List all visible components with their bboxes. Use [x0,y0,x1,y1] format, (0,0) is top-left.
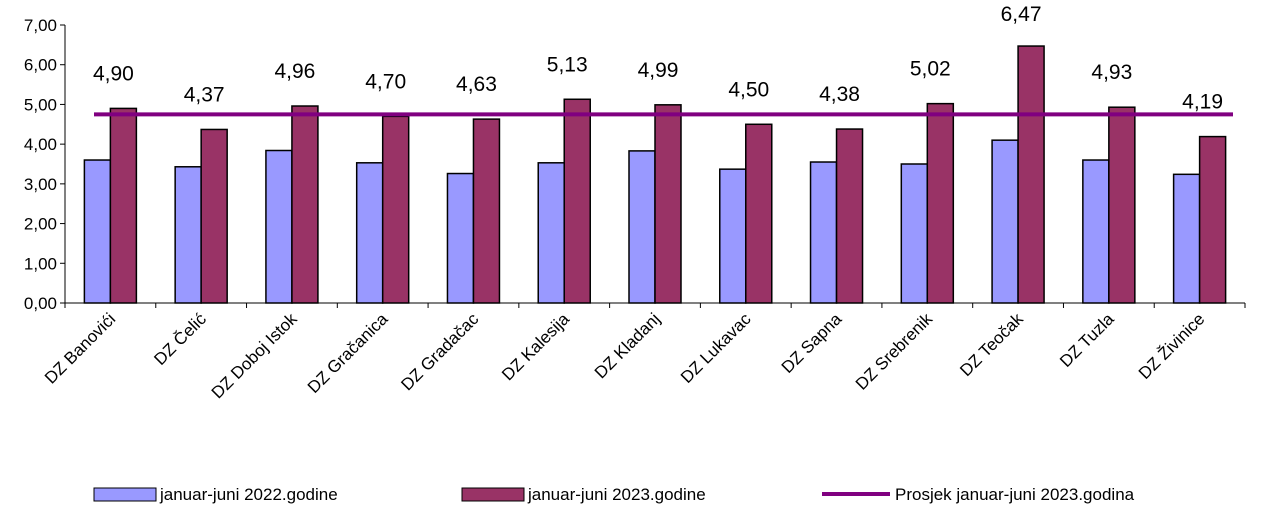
bar-2023 [109,107,138,304]
data-label: 4,19 [1182,91,1223,114]
chart-legend: januar-juni 2022.godine januar-juni 2023… [93,485,1135,504]
bar-2023 [1108,106,1136,304]
data-label: 4,96 [274,60,315,83]
x-tick-label: DZ Srebrenik [852,309,937,394]
bar-2022 [809,161,838,304]
bar-2022 [1172,173,1201,304]
data-labels: 4,90 4,37 4,96 4,70 4,63 5,13 4,99 4,50 4,38 5,02… [93,3,1223,114]
data-label: 4,50 [728,78,769,101]
data-label: 6,47 [1001,3,1042,26]
bar-2023 [835,128,864,304]
data-label: 4,70 [365,70,406,93]
data-label: 4,37 [184,83,225,106]
chart-axes: 0,00 1,00 2,00 3,00 4,00 5,00 6,00 7,00 [24,16,1246,313]
y-tick-label: 0,00 [24,294,57,313]
bar-2023 [200,128,228,304]
bar-2022 [446,172,475,304]
data-label: 4,99 [638,59,679,82]
bar-2022 [265,149,293,304]
bar-2022 [174,166,202,304]
bar-2022 [719,168,747,304]
bar-2022 [900,163,929,304]
x-tick-label: DZ Tuzla [1056,309,1118,371]
legend-swatch-2022 [93,487,157,502]
data-label: 4,93 [1091,61,1132,84]
legend-label-2023: januar-juni 2023.godine [527,485,706,504]
bar-2023 [926,102,955,304]
y-tick-label: 5,00 [24,95,57,114]
bar-2022 [355,162,384,304]
bar-2022 [537,162,565,304]
y-tick-label: 6,00 [24,56,57,75]
legend-swatch-2023 [461,487,525,502]
y-tick-label: 3,00 [24,175,57,194]
legend-label-2022: januar-juni 2022.godine [159,485,338,504]
x-tick-label: DZ Gradačac [397,309,482,394]
data-label: 4,90 [93,62,134,85]
bar-2023 [1017,45,1045,304]
bar-2023 [654,104,682,304]
bar-2023 [472,118,501,304]
bar-2023 [745,123,773,304]
bar-2022 [991,139,1019,304]
y-tick-label: 2,00 [24,215,57,234]
data-label: 5,13 [547,53,588,76]
bar-2022 [1082,159,1110,304]
bar-2022 [83,159,112,304]
x-tick-label: DZ Sapna [778,309,846,377]
bar-2023 [1198,135,1227,304]
bar-2022 [628,150,656,304]
y-tick-label: 4,00 [24,135,57,154]
bar-2023 [381,115,410,304]
x-tick-label: DZ Lukavac [677,309,755,387]
x-tick-label: DZ Gračanica [304,309,392,397]
x-tick-label: DZ Čelić [150,309,210,369]
bar-2023 [563,98,591,304]
chart-bars [83,45,1227,304]
y-tick-label: 1,00 [24,254,57,273]
y-tick-label: 7,00 [24,16,57,35]
x-tick-label: DZ Doboj Istok [208,309,301,402]
x-tick-label: DZ Teočak [956,309,1027,380]
x-tick-label: DZ Kladanj [591,309,664,382]
bar-2023 [291,105,319,304]
legend-label-average: Prosjek januar-juni 2023.godina [895,485,1135,504]
data-label: 4,38 [819,83,860,106]
data-label: 5,02 [910,58,951,81]
data-label: 4,63 [456,73,497,96]
x-tick-label: DZ Živinice [1135,309,1209,383]
x-tick-label: DZ Banovići [41,309,119,387]
x-tick-label: DZ Kalesija [498,309,573,384]
